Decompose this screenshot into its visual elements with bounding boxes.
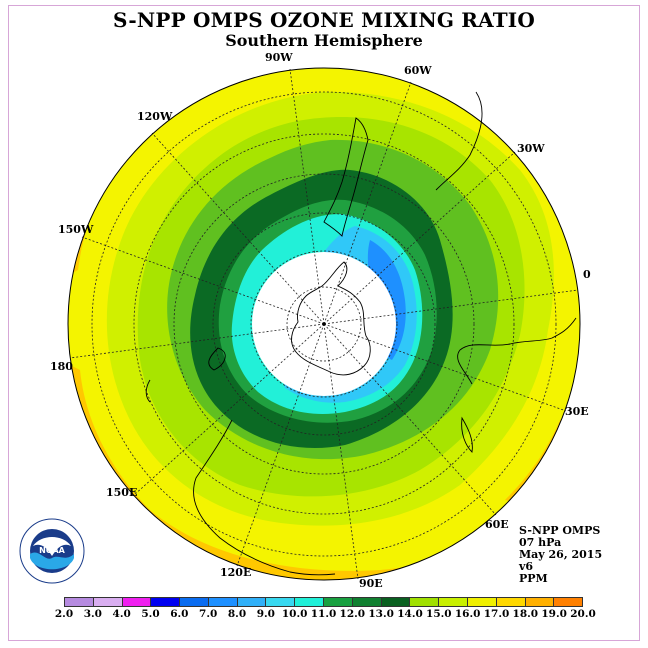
lon-label-120w: 120W [137, 110, 173, 123]
lon-label-180: 180 [50, 360, 73, 373]
colorbar-segment [266, 598, 296, 606]
africa-south-coastline [457, 317, 577, 385]
antarctica-coastline [291, 261, 371, 376]
colorbar-tick-label: 20.0 [570, 608, 596, 620]
colorbar-tick-label: 10.0 [281, 608, 308, 620]
colorbar-tick-label: 16.0 [454, 608, 481, 620]
colorbar-segment [180, 598, 209, 606]
meridian-60w [323, 81, 412, 325]
colorbar-tick-label: 6.0 [170, 608, 189, 620]
latitude-circle-60s [212, 212, 436, 436]
africa-west-coastline [435, 91, 483, 191]
colorbar-tick-label: 4.0 [112, 608, 131, 620]
colorbar-tick-label: 19.0 [541, 608, 567, 620]
colorbar-segment [496, 598, 526, 606]
lon-label-60w: 60W [404, 64, 432, 77]
meridian-30w [323, 151, 516, 325]
noaa-logo-text: NOAA [39, 546, 65, 555]
meridian-0 [323, 289, 579, 325]
lon-label-150w: 150W [58, 223, 94, 236]
info-version: v6 [519, 560, 534, 573]
colorbar-tick-label: 8.0 [227, 608, 247, 620]
madagascar-coastline [461, 416, 473, 453]
map-border [67, 67, 581, 581]
lon-label-0: 0 [583, 268, 591, 281]
colorbar-segment [381, 598, 411, 606]
colorbar-segment [237, 598, 267, 606]
graticule [69, 68, 579, 580]
colorbar-tick-label: 3.0 [83, 608, 102, 620]
pacific-island-coastline [145, 379, 151, 403]
colorbar [64, 597, 583, 607]
colorbar-segment [352, 598, 382, 606]
info-instrument: S-NPP OMPS [519, 524, 601, 537]
meridian-150e [132, 323, 325, 497]
latitude-circle-50s [173, 173, 475, 475]
colorbar-tick-label: 12.0 [339, 608, 366, 620]
meridian-150w [81, 236, 325, 325]
colorbar-segment [122, 598, 152, 606]
meridian-180 [69, 323, 325, 359]
colorbar-segment [295, 598, 325, 606]
lon-label-30e: 30E [565, 405, 589, 418]
meridian-90w [289, 68, 325, 325]
info-units: PPM [519, 572, 548, 585]
product-info: S-NPP OMPS 07 hPa May 26, 2015 v6 PPM [519, 525, 602, 585]
latitude-circle-30s [91, 91, 557, 557]
page-title: S-NPP OMPS OZONE MIXING RATIO [113, 8, 535, 32]
colorbar-tick-label: 13.0 [368, 608, 394, 620]
colorbar-segment [324, 598, 353, 606]
lon-label-120e: 120E [220, 566, 252, 579]
colorbar-tick-label: 5.0 [141, 608, 160, 620]
colorbar-tick-label: 2.0 [54, 608, 74, 620]
colorbar-segment [439, 598, 468, 606]
meridian-30e [323, 323, 567, 412]
south-america-coastline [323, 117, 369, 237]
new-zealand-coastline [208, 347, 226, 371]
figure-frame [8, 5, 640, 641]
meridian-90e [323, 323, 359, 580]
colorbar-segment [467, 598, 497, 606]
colorbar-tick-label: 14.0 [397, 608, 423, 620]
page-subtitle: Southern Hemisphere [225, 31, 423, 50]
colorbar-segment [93, 598, 123, 606]
latitude-circle-40s [133, 133, 515, 515]
meridian-120w [151, 132, 325, 325]
info-date: May 26, 2015 [519, 548, 603, 561]
lon-label-60e: 60E [485, 518, 509, 531]
australia-coastline [193, 419, 336, 576]
colorbar-segment [65, 598, 94, 606]
colorbar-segment [554, 598, 583, 606]
meridian-120e [236, 323, 325, 567]
noaa-logo: NOAA [19, 518, 85, 584]
latitude-circle-80s [286, 286, 362, 362]
south-pole-marker [322, 322, 326, 326]
colorbar-tick-label: 9.0 [256, 608, 275, 620]
lon-label-90w: 90W [265, 51, 293, 64]
lon-label-30w: 30W [517, 142, 545, 155]
colorbar-tick-label: 15.0 [426, 608, 452, 620]
lon-label-150e: 150E [106, 486, 138, 499]
colorbar-segment [208, 598, 238, 606]
meridian-60e [323, 323, 497, 516]
colorbar-tick-label: 18.0 [512, 608, 539, 620]
colorbar-tick-label: 7.0 [199, 608, 218, 620]
coastlines [145, 91, 577, 576]
latitude-circle-70s [250, 250, 398, 398]
colorbar-segment [410, 598, 440, 606]
info-level: 07 hPa [519, 536, 562, 549]
colorbar-tick-label: 11.0 [310, 608, 337, 620]
colorbar-segment [151, 598, 181, 606]
colorbar-tick-label: 17.0 [483, 608, 510, 620]
colorbar-segment [525, 598, 555, 606]
lon-label-90e: 90E [359, 577, 383, 590]
